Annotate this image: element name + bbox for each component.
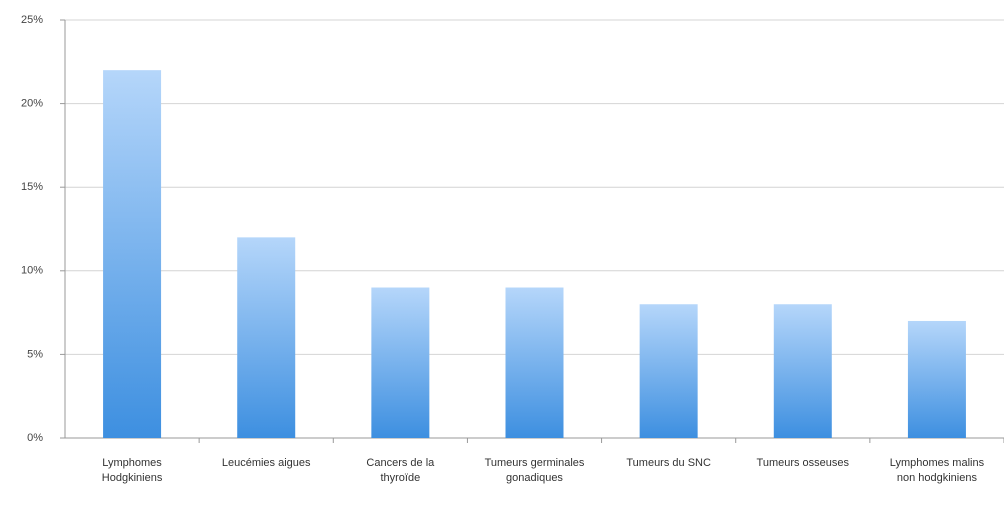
x-tick-label: Tumeurs germinales gonadiques: [484, 457, 585, 484]
x-tick-label: Leucémies aigues: [221, 457, 311, 469]
y-tick-label: 25%: [21, 14, 43, 26]
y-tick-label: 10%: [21, 265, 43, 277]
bar: [639, 304, 698, 438]
bar: [237, 237, 296, 438]
y-tick-label: 5%: [27, 348, 43, 360]
bar: [371, 287, 430, 438]
x-tick-label: Tumeurs du SNC: [626, 457, 711, 469]
x-tick-label: Lymphomes malins non hodgkiniens: [889, 457, 985, 484]
bar: [907, 320, 966, 438]
x-tick-label: Lymphomes Hodgkiniens: [101, 457, 163, 484]
bar: [773, 304, 832, 438]
x-tick-label: Cancers de la thyroïde: [366, 457, 435, 484]
y-tick-label: 15%: [21, 181, 43, 193]
bar: [103, 70, 162, 438]
x-tick-label: Tumeurs osseuses: [756, 457, 850, 469]
y-tick-label: 0%: [27, 432, 43, 444]
y-tick-label: 20%: [21, 98, 43, 110]
bar: [505, 287, 564, 438]
